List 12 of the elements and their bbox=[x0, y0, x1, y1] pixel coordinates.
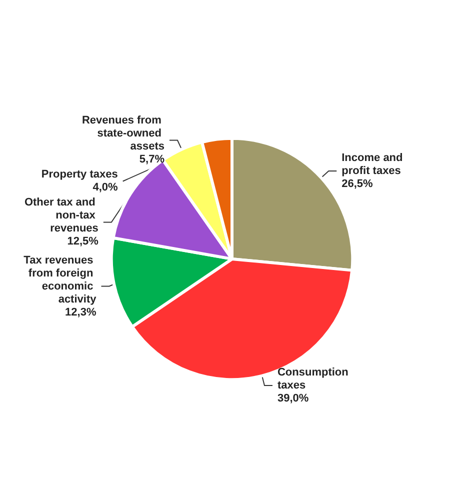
slice-label: Tax revenues from foreign economic activity bbox=[24, 254, 98, 306]
data-label: 12,3% bbox=[65, 306, 96, 318]
data-label: 26,5% bbox=[342, 178, 374, 190]
data-label: 39,0% bbox=[277, 392, 309, 404]
slice-label: Income and profit taxes bbox=[342, 152, 406, 178]
slice-label: Consumption taxes bbox=[277, 366, 352, 392]
data-label: 4,0% bbox=[92, 182, 118, 194]
data-label: 5,7% bbox=[139, 154, 165, 166]
slice-label: Property taxes bbox=[41, 168, 118, 181]
slice-label: Revenues from state-owned assets bbox=[82, 114, 164, 153]
data-label: 12,5% bbox=[67, 236, 99, 248]
slice-label: Other tax and non-tax revenues bbox=[24, 196, 98, 235]
